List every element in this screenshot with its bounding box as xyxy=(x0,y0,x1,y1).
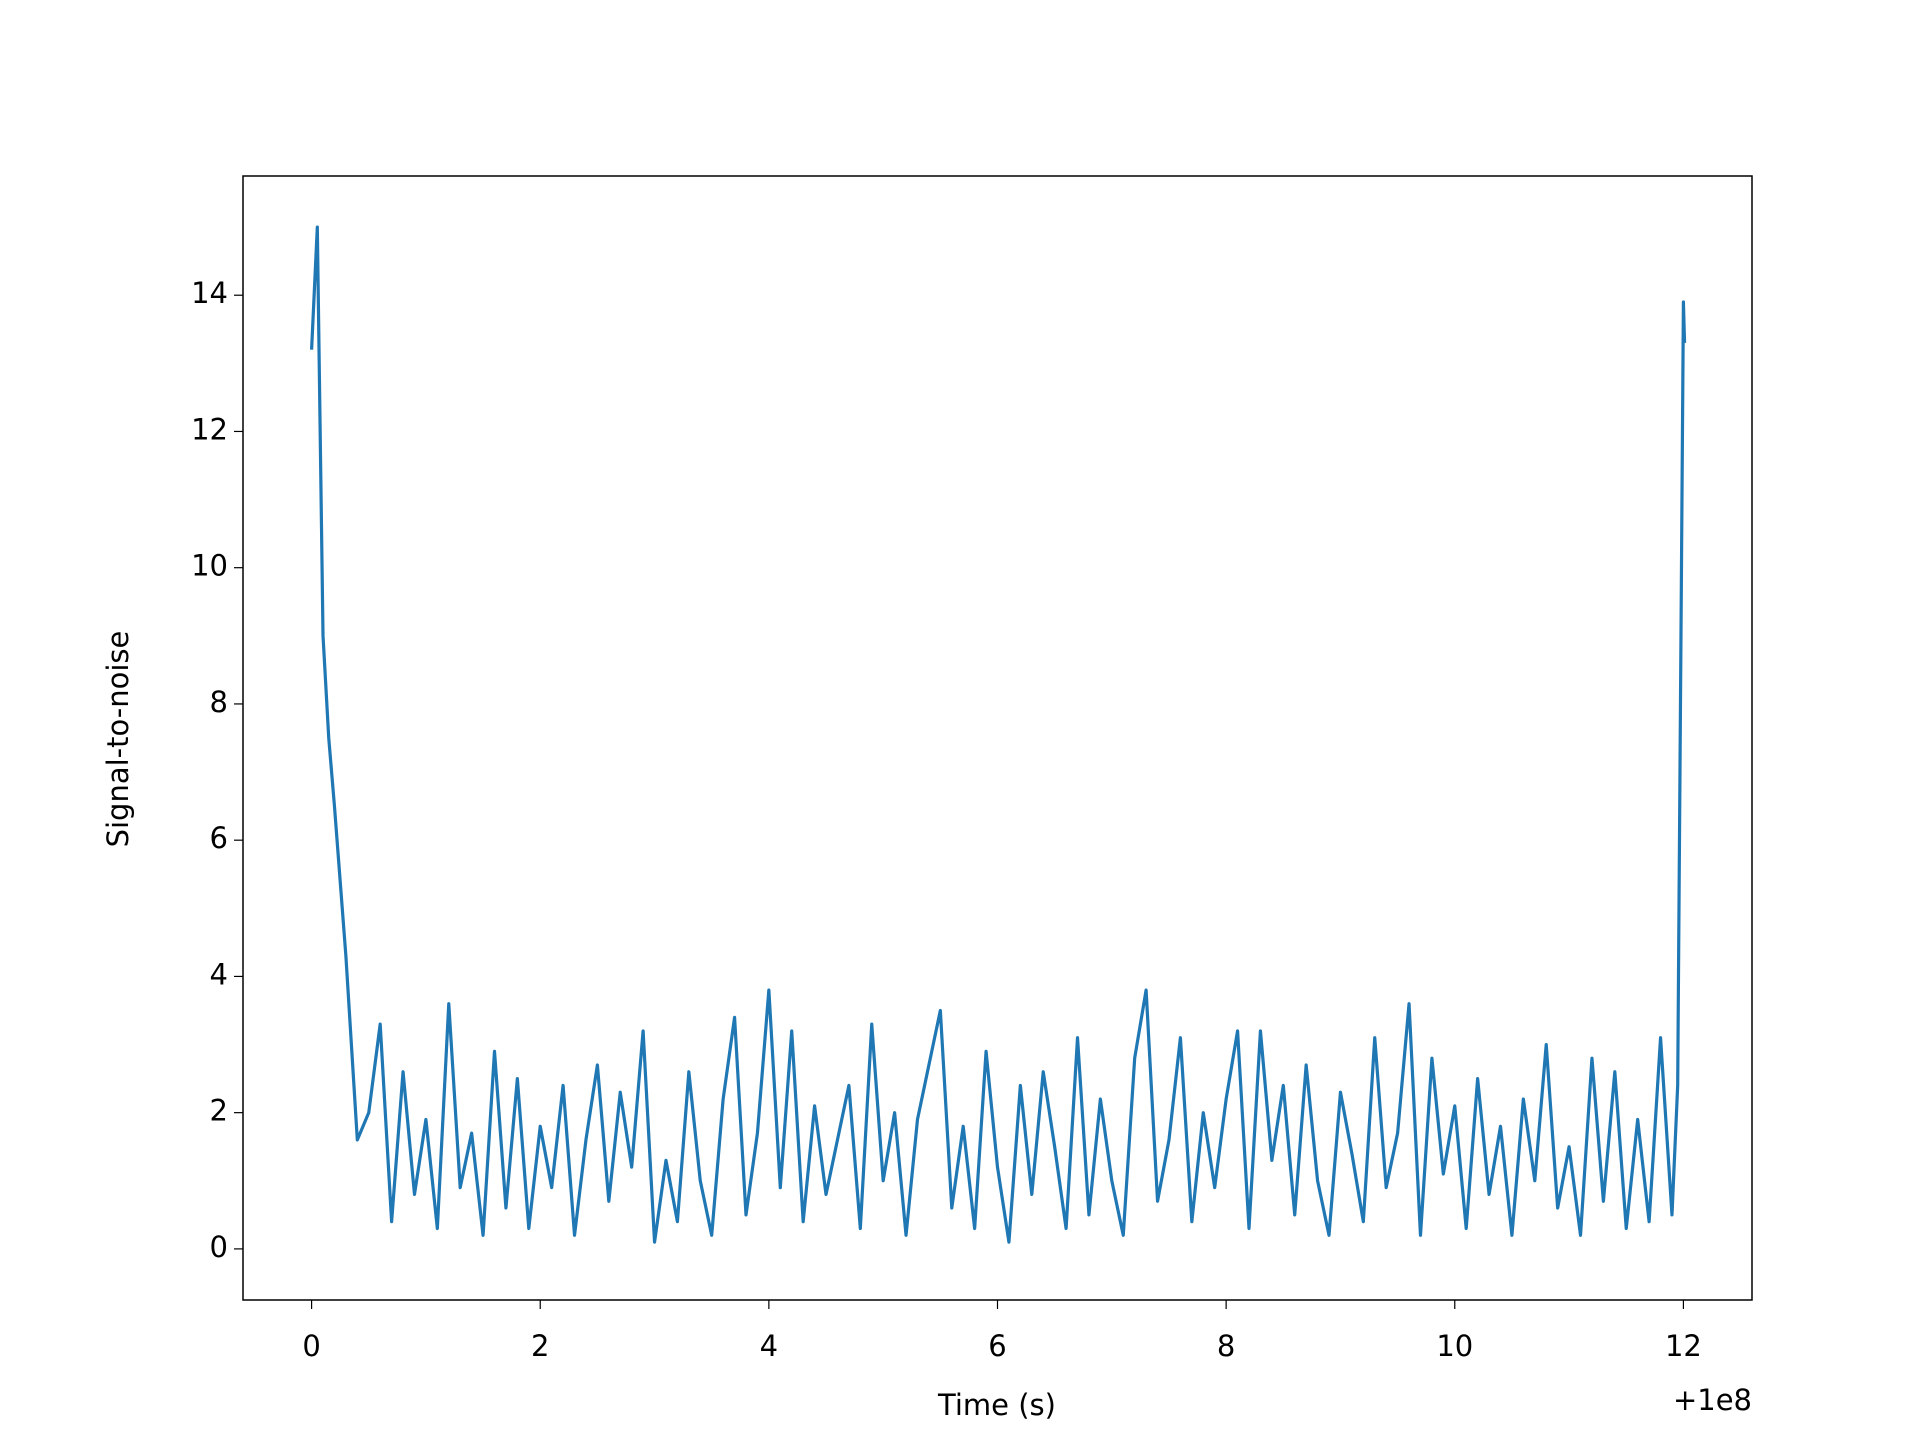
y-tick-label: 4 xyxy=(210,957,228,991)
x-tick-label: 6 xyxy=(988,1329,1006,1363)
x-tick-label: 12 xyxy=(1665,1329,1702,1363)
x-tick-label: 0 xyxy=(302,1329,320,1363)
x-tick-label: 2 xyxy=(531,1329,549,1363)
y-tick-label: 14 xyxy=(191,276,228,310)
plot-frame xyxy=(242,175,1753,1301)
signal-line xyxy=(309,225,1687,1244)
y-tick-label: 0 xyxy=(210,1230,228,1264)
y-tick-label: 8 xyxy=(210,685,228,719)
y-tick-label: 6 xyxy=(210,821,228,855)
x-tick-label: 10 xyxy=(1436,1329,1473,1363)
x-offset-label: +1e8 xyxy=(1673,1383,1752,1417)
x-tick-label: 4 xyxy=(760,1329,778,1363)
x-axis-label: Time (s) xyxy=(937,1388,1056,1422)
y-tick-label: 10 xyxy=(191,549,228,583)
y-axis-label: Signal-to-noise xyxy=(101,631,135,848)
y-tick-label: 12 xyxy=(191,412,228,446)
y-tick-label: 2 xyxy=(210,1094,228,1128)
x-tick-label: 8 xyxy=(1217,1329,1235,1363)
